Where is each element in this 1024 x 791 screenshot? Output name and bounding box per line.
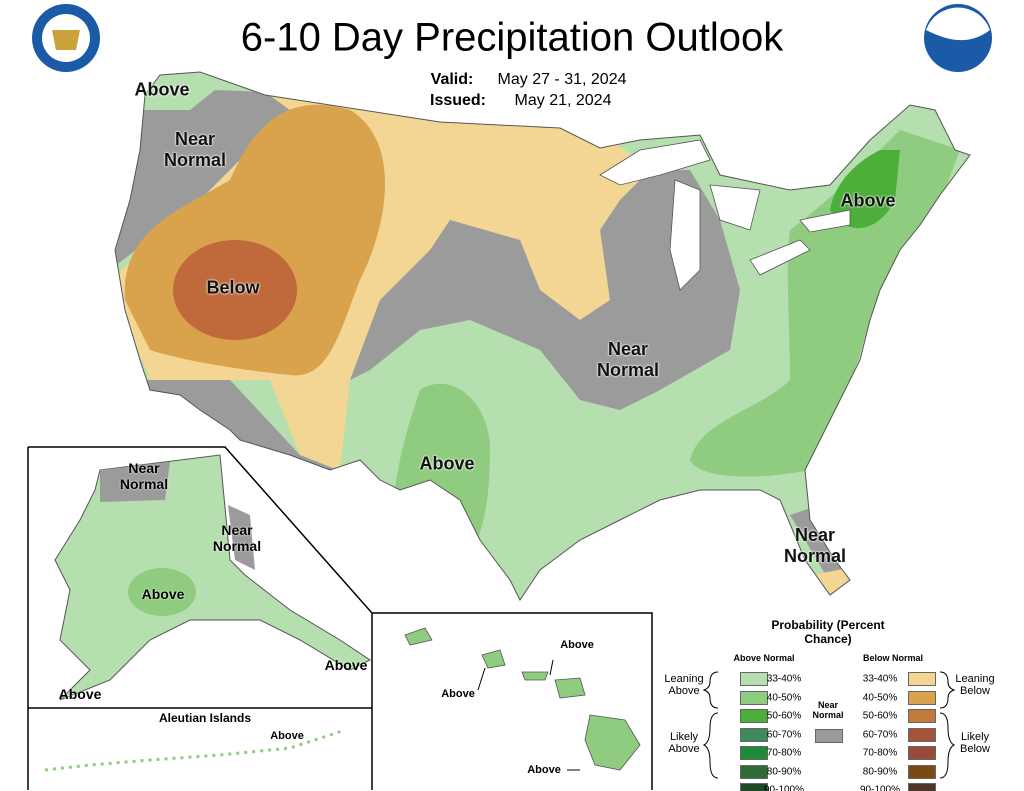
inset-frames [27,446,653,790]
below-swatch [908,783,936,791]
aleutian-label: Above [270,730,304,742]
noaa-logo [924,4,992,72]
below-range: 70-80% [862,747,898,759]
region-label: Near Normal [783,525,846,566]
alaska-label: Near Normal [212,522,262,554]
below-range: 33-40% [862,673,898,685]
above-swatch [740,783,768,791]
above-range: 50-60% [766,710,802,722]
above-swatch [740,672,768,686]
title: 6-10 Day Precipitation Outlook [240,15,784,60]
above-range: 70-80% [766,747,802,759]
below-swatch [908,672,936,686]
hawaii-label: Above [527,764,561,776]
legend-near: Near Normal [812,700,844,720]
region-label: Above [419,453,475,474]
valid-dates: May 27 - 31, 2024 [497,71,627,88]
alaska-near-ne [228,505,255,570]
issued-date: May 21, 2024 [514,92,612,109]
alaska [54,454,371,701]
legend-below-header: Below Normal [862,653,924,663]
alaska-near-nw [100,462,170,502]
hawaii-pointers [477,659,580,771]
aleutians [44,728,346,772]
valid-label: Valid: [430,71,474,88]
great-lakes [599,139,851,291]
likely-above: Likely Above [668,731,700,755]
legend-title: Probability (Percent Chance) [771,618,885,646]
below-range: 80-90% [862,766,898,777]
above-range: 90-100% [763,784,805,791]
below-swatch [908,746,936,760]
alaska-label: Near Normal [119,460,169,492]
hawaii [404,627,641,771]
above-swatch [740,690,768,705]
below-range: 90-100% [859,784,901,791]
region-label: Near Normal [163,129,226,170]
below-swatch [908,709,936,723]
near-swatch [815,729,843,743]
above-swatch [740,764,768,779]
below-range: 50-60% [862,710,898,722]
likely-below: Likely Below [960,731,990,755]
hawaii-label: Above [560,639,594,651]
legend-above-header: Above Normal [733,653,795,663]
above-swatch [740,709,768,723]
alaska-label: Above [141,586,185,602]
above-range: 40-50% [766,692,802,703]
conus [115,72,970,600]
alaska-label: Above [58,686,102,702]
us-outline [114,71,971,601]
legend-braces [702,671,956,779]
below-range: 40-50% [862,692,898,703]
below-swatch [908,690,936,705]
leaning-below: Leaning Below [955,673,995,697]
alaska-label: Above [324,657,368,673]
region-label: Below [206,277,260,298]
alaska-above [128,568,196,616]
aleutian-title: Aleutian Islands [158,711,252,725]
above-swatch [740,746,768,760]
doc-seal [32,4,100,72]
leaning-above: Leaning Above [664,673,704,697]
below-range: 60-70% [862,729,898,740]
above-range: 60-70% [766,729,802,740]
below-swatch [908,764,936,779]
above-range: 80-90% [766,766,802,777]
below-swatch [908,727,936,742]
region-label: Above [840,190,896,211]
above-range: 33-40% [766,673,802,685]
region-label: Above [134,79,190,100]
region-label: Near Normal [596,339,659,380]
hawaii-label: Above [441,688,475,700]
issued-label: Issued: [429,92,487,109]
above-swatch [740,727,768,742]
